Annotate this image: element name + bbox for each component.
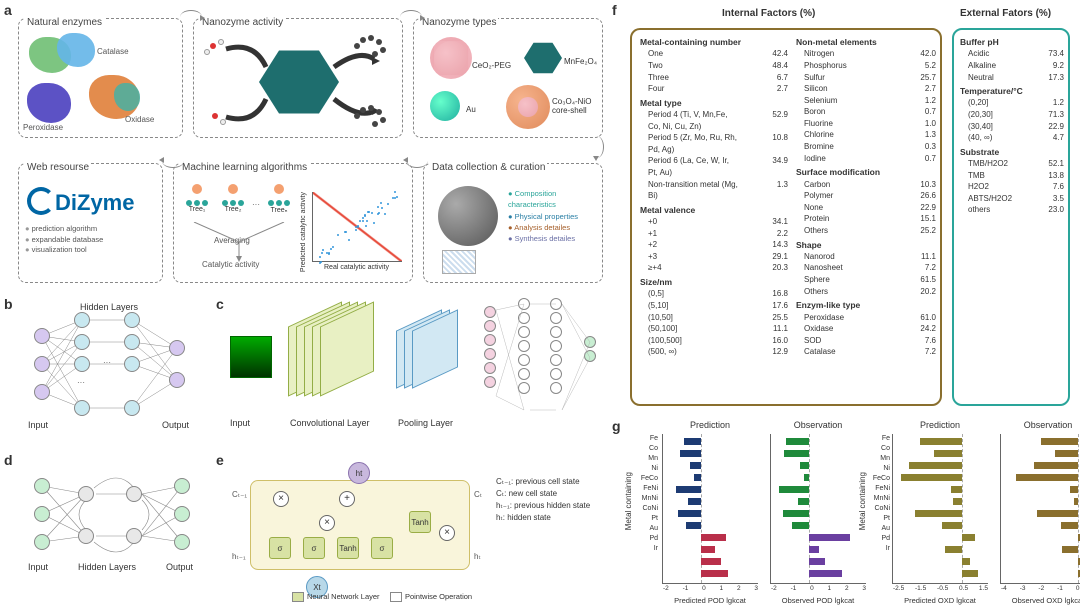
g-chart-2: -2.5-1.5-0.50.51.5 <box>892 434 988 584</box>
external-factors-box: Buffer pHAcidic73.4Alkaline9.2Neutral17.… <box>952 28 1070 406</box>
label-b: b <box>4 296 13 312</box>
label-g: g <box>612 418 621 434</box>
panel-a: Natural enzymes Catalase Peroxidase Oxid… <box>18 8 608 288</box>
g-chart-0: -2-10123 <box>662 434 758 584</box>
box-nanozyme-activity: Nanozyme activity <box>193 18 403 138</box>
box-data-collection: Data collection & curation Composition c… <box>423 163 603 283</box>
panel-e: σ σ Tanh σ Tanh × + × × ht Xt Cₜ₋₁ hₜ₋₁ … <box>232 462 612 602</box>
panel-d: Input Hidden Layers Output <box>22 464 202 594</box>
title-natural-enzymes: Natural enzymes <box>25 17 104 28</box>
panel-b: ··· ··· Input Hidden Layers Output <box>22 308 202 438</box>
scatter-plot <box>312 192 402 262</box>
panel-f: Internal Factors (%) External Fators (%)… <box>622 4 1074 414</box>
panel-g: Metal containing Metal containing FeCoMn… <box>622 418 1074 608</box>
box-nanozyme-types: Nanozyme types CeO₂-PEG MnFe₂O₄ Au Co₃O₄… <box>413 18 603 138</box>
sphere-icon <box>438 186 498 246</box>
lstm-cell: σ σ Tanh σ Tanh × + × × <box>250 480 470 570</box>
panel-c: Input Convolutional Layer Pooling Layer <box>230 300 610 450</box>
label-f: f <box>612 2 617 18</box>
dizyme-logo: DiZyme <box>27 182 134 216</box>
box-ml-algorithms: Machine learning algorithms Tree₁ Tree₂ … <box>173 163 413 283</box>
box-web-resource: Web resourse DiZyme prediction algorithm… <box>18 163 163 283</box>
g-chart-3: -4-3-2-101 <box>1000 434 1080 584</box>
label-d: d <box>4 452 13 468</box>
internal-factors-box: Metal-containing numberOne42.4Two48.4Thr… <box>630 28 942 406</box>
label-c: c <box>216 296 224 312</box>
box-natural-enzymes: Natural enzymes Catalase Peroxidase Oxid… <box>18 18 183 138</box>
label-a: a <box>4 2 12 18</box>
label-e: e <box>216 452 224 468</box>
paper-icon <box>442 250 476 274</box>
g-chart-1: -2-10123 <box>770 434 866 584</box>
